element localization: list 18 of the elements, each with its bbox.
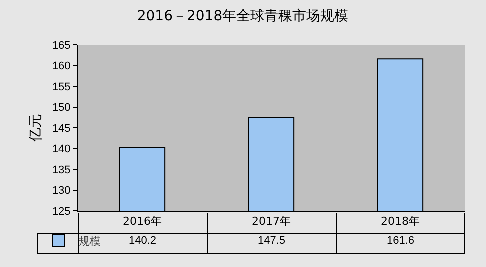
y-tick-label: 145 [52, 122, 71, 135]
chart-title: 2016－2018年全球青稞市场规模 [137, 8, 349, 24]
y-axis-title: 亿元 [28, 114, 44, 143]
x-tick-label: 2018年 [381, 215, 420, 228]
y-tick-label: 140 [52, 144, 71, 156]
legend-label: 规模 [78, 234, 101, 248]
y-tick-label: 150 [52, 102, 71, 114]
y-tick-label: 155 [52, 81, 71, 94]
data-label: 147.5 [258, 235, 286, 247]
y-tick-label: 125 [52, 206, 71, 218]
data-label: 161.6 [387, 235, 415, 247]
y-tick-label: 135 [52, 164, 71, 176]
x-tick-label: 2016年 [123, 215, 162, 228]
y-tick-label: 160 [52, 60, 71, 73]
y-tick-label: 165 [52, 40, 71, 52]
data-label: 140.2 [129, 235, 157, 247]
x-tick-label: 2017年 [252, 215, 291, 228]
y-tick-label: 130 [52, 185, 71, 198]
